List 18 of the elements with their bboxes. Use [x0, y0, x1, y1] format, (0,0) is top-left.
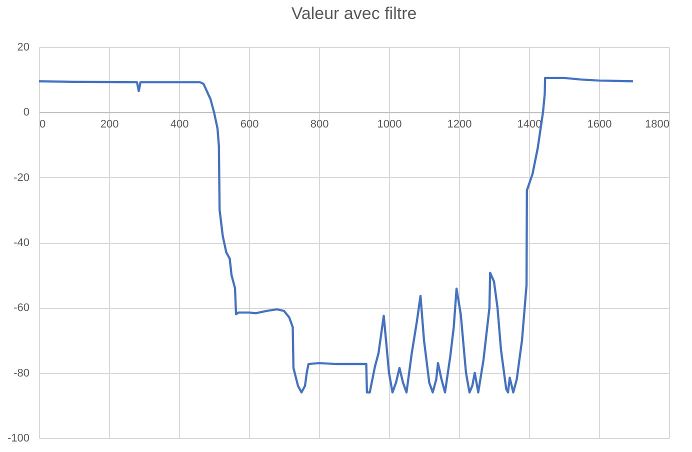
y-tick-label: 20 [17, 42, 30, 54]
x-tick-label: 1600 [587, 118, 612, 131]
y-tick-label: 0 [23, 106, 30, 119]
x-tick-label: 200 [100, 118, 119, 131]
y-tick-label: -60 [14, 302, 30, 314]
x-tick-label: 1000 [377, 118, 402, 131]
x-tick-label: 1200 [447, 118, 472, 131]
x-tick-label: 1800 [645, 118, 670, 131]
y-tick-label: -40 [14, 237, 30, 249]
line-series [38, 76, 634, 394]
chart-title: Valeur avec filtre [291, 4, 417, 23]
y-tick-label: -80 [14, 367, 30, 380]
x-tick-label: 400 [170, 118, 189, 131]
x-tick-label: 800 [310, 118, 329, 131]
x-tick-label: 0 [40, 118, 46, 131]
y-tick-label: -100 [7, 432, 30, 444]
y-tick-label: -20 [14, 172, 30, 184]
x-tick-label: 600 [240, 118, 259, 131]
